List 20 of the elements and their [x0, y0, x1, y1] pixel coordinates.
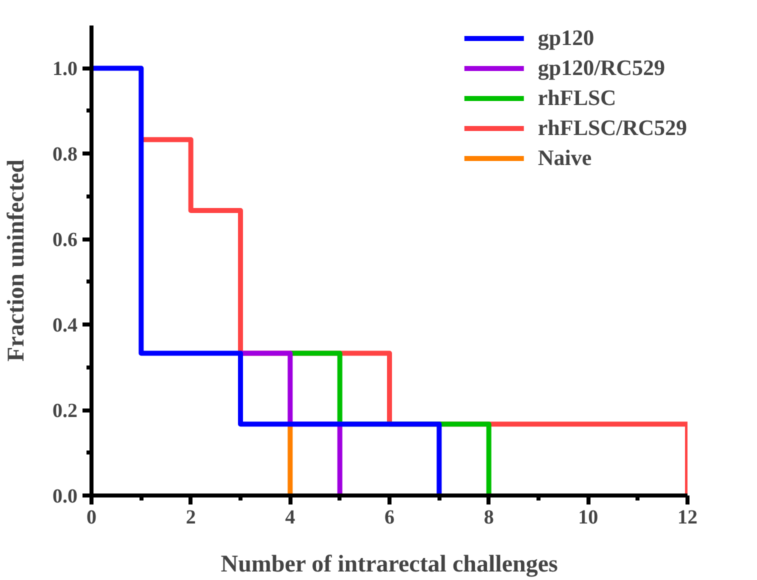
legend-label: Naive [538, 145, 592, 171]
x-tick-label: 12 [678, 506, 698, 528]
x-tick-label: 10 [578, 506, 598, 528]
y-tick-label: 0.4 [52, 314, 78, 337]
x-tick-label: 6 [384, 506, 394, 528]
x-tick-label: 0 [86, 506, 96, 528]
y-tick-label: 0.6 [52, 229, 78, 252]
legend-label: gp120/RC529 [538, 55, 665, 81]
legend-label: rhFLSC [538, 85, 616, 111]
x-axis-title: Number of intrarectal challenges [220, 552, 558, 578]
legend-label: rhFLSC/RC529 [538, 115, 687, 141]
x-tick-label: 2 [186, 506, 196, 528]
y-axis-title: Fraction uninfected [4, 158, 30, 362]
y-tick-label: 0.8 [52, 144, 78, 166]
y-tick-label: 1.0 [52, 58, 78, 80]
legend-label: gp120 [538, 25, 594, 51]
y-tick-label: 0.2 [52, 400, 78, 422]
y-tick-label: 0.0 [52, 486, 78, 508]
x-tick-label: 4 [285, 506, 296, 528]
x-tick-label: 8 [484, 506, 494, 528]
